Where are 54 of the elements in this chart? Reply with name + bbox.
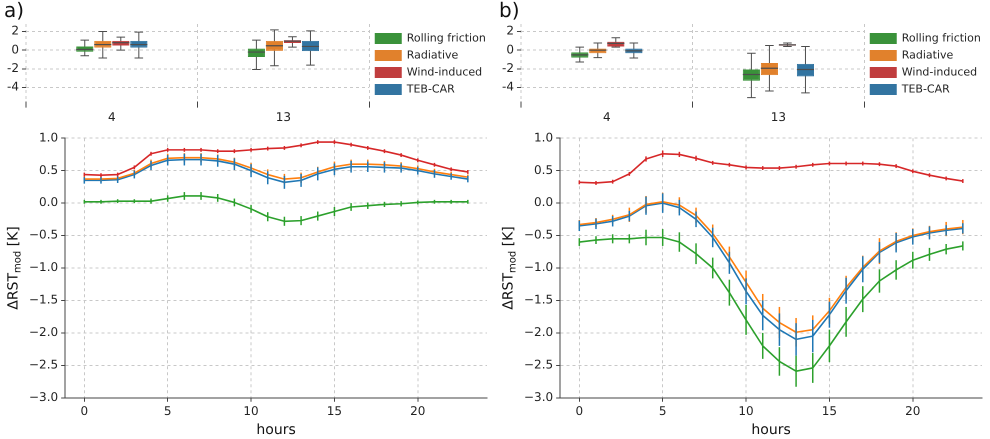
y-tick-label: -4 <box>502 80 514 94</box>
x-axis-title: hours <box>751 422 791 438</box>
y-tick-label: 1.0 <box>534 130 554 144</box>
y-tick-label: 1.0 <box>39 130 58 144</box>
x-axis-title: hours <box>256 422 296 438</box>
y-tick-label: −2.5 <box>29 357 58 372</box>
y-tick-label: −1.5 <box>524 292 554 307</box>
x-tick-label: 20 <box>905 404 920 418</box>
y-axis-title: ΔRSTmod [K] <box>500 226 519 310</box>
x-tick-label: 4 <box>602 110 611 124</box>
y-tick-label: 0.5 <box>39 162 58 177</box>
chart-title: a) <box>4 0 24 22</box>
x-tick-label: 4 <box>108 110 116 124</box>
y-tick-label: -2 <box>6 61 19 75</box>
legend-label: Radiative <box>406 48 459 62</box>
x-tick-label: 10 <box>738 404 754 418</box>
x-tick-label: 15 <box>326 404 342 418</box>
x-tick-label: 5 <box>658 404 667 418</box>
legend-label: Rolling friction <box>406 31 486 44</box>
chart-title: b) <box>499 0 520 22</box>
legend-label: TEB-CAR <box>900 82 950 96</box>
legend-label: Wind-induced <box>902 65 978 78</box>
y-tick-label: 0 <box>11 42 19 56</box>
x-tick-label: 5 <box>164 404 172 418</box>
y-tick-label: 0 <box>506 42 514 56</box>
y-tick-label: 0.0 <box>534 195 554 210</box>
y-tick-label: −0.5 <box>524 228 554 242</box>
x-tick-label: 20 <box>410 404 426 418</box>
y-tick-label: -2 <box>502 61 514 75</box>
y-tick-label: −1.0 <box>524 260 554 274</box>
x-tick-label: 13 <box>276 110 292 124</box>
x-tick-label: 0 <box>575 404 584 418</box>
y-tick-label: 2 <box>506 24 514 38</box>
y-tick-label: −3.0 <box>29 390 58 404</box>
y-tick-label: 0.0 <box>39 195 58 210</box>
legend-label: Rolling friction <box>902 31 981 44</box>
legend-label: Radiative <box>902 48 954 62</box>
y-tick-label: -4 <box>6 80 19 94</box>
y-tick-label: −2.5 <box>524 357 554 372</box>
x-tick-label: 0 <box>80 404 88 418</box>
x-tick-label: 10 <box>243 404 259 418</box>
y-tick-label: −2.0 <box>524 325 554 340</box>
y-tick-label: −2.0 <box>29 325 58 340</box>
x-tick-label: 15 <box>822 404 838 418</box>
y-tick-label: 2 <box>11 24 19 38</box>
legend-label: TEB-CAR <box>406 82 456 96</box>
x-tick-label: 13 <box>770 110 786 124</box>
y-tick-label: −1.5 <box>29 292 58 307</box>
y-tick-label: 0.5 <box>534 162 554 177</box>
legend-label: Wind-induced <box>406 65 482 78</box>
y-tick-label: −3.0 <box>524 390 554 404</box>
y-tick-label: −0.5 <box>29 228 58 242</box>
y-axis-title: ΔRSTmod [K] <box>6 226 24 310</box>
y-tick-label: −1.0 <box>29 260 58 274</box>
